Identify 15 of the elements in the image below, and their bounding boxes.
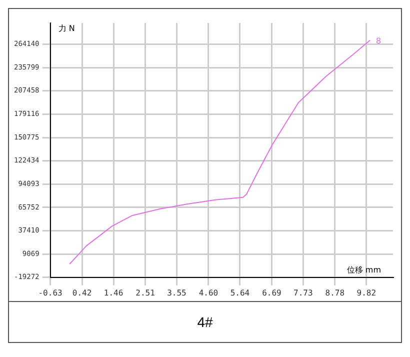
x-tick-label: 2.51	[136, 288, 156, 298]
x-tick-label: 0.42	[72, 288, 92, 298]
x-axis-title: 位移 mm	[346, 265, 382, 274]
x-tick-label: 7.73	[294, 288, 313, 298]
series-label: 8	[376, 36, 382, 46]
y-axis-title: 力 N	[58, 24, 75, 33]
text: 4#	[196, 313, 214, 332]
x-tick-label: 6.69	[262, 288, 282, 298]
x-tick-label: 1.46	[104, 288, 124, 298]
x-tick-label: 5.64	[230, 288, 250, 298]
x-tick-label: -0.63	[38, 288, 63, 298]
x-tick-label: 3.55	[167, 288, 187, 298]
x-tick-label: 9.82	[356, 288, 376, 298]
x-tick-label: 8.78	[325, 288, 345, 298]
x-tick-label: 4.60	[198, 288, 218, 298]
